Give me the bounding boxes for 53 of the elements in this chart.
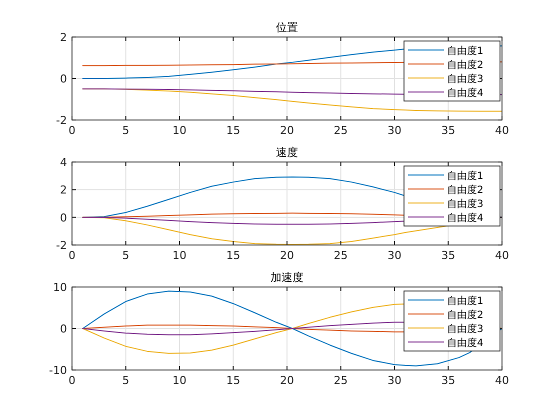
x-tick-label: 30 <box>388 249 402 262</box>
y-tick-label: -10 <box>49 364 67 377</box>
x-tick-label: 40 <box>495 124 509 137</box>
x-tick-label: 20 <box>280 374 294 387</box>
x-tick-label: 15 <box>226 249 240 262</box>
x-tick-label: 10 <box>172 374 186 387</box>
legend-label: 自由度3 <box>447 73 484 85</box>
y-tick-label: 0 <box>60 211 67 224</box>
line-series <box>82 290 502 366</box>
chart-title: 位置 <box>276 21 298 34</box>
x-tick-label: 5 <box>122 374 130 387</box>
x-tick-label: 20 <box>280 124 294 137</box>
legend-label: 自由度3 <box>447 198 484 210</box>
x-tick-label: 25 <box>334 124 348 137</box>
x-tick-label: 35 <box>441 249 456 262</box>
chart-title: 速度 <box>276 146 298 159</box>
y-tick-label: 10 <box>53 281 67 294</box>
legend-label: 自由度2 <box>447 59 484 71</box>
x-tick-label: 0 <box>68 249 76 262</box>
x-tick-label: 30 <box>388 124 402 137</box>
legend-label: 自由度2 <box>447 309 484 321</box>
x-tick-label: 30 <box>388 374 402 387</box>
x-tick-label: 40 <box>495 374 509 387</box>
x-tick-label: 25 <box>334 374 348 387</box>
legend-label: 自由度3 <box>447 323 484 335</box>
x-tick-label: 5 <box>122 249 130 262</box>
x-tick-label: 35 <box>441 124 456 137</box>
x-tick-label: 40 <box>495 249 509 262</box>
x-tick-label: 15 <box>226 374 240 387</box>
x-tick-label: 0 <box>68 374 76 387</box>
legend-label: 自由度2 <box>447 184 484 196</box>
y-tick-label: 2 <box>60 31 67 44</box>
x-tick-label: 5 <box>122 124 130 137</box>
y-tick-label: 2 <box>60 184 67 197</box>
x-tick-label: 35 <box>441 374 456 387</box>
x-tick-label: 25 <box>334 249 348 262</box>
legend-label: 自由度4 <box>447 212 484 224</box>
x-tick-label: 10 <box>172 249 186 262</box>
x-tick-label: 20 <box>280 249 294 262</box>
y-tick-label: -2 <box>56 114 67 127</box>
legend-label: 自由度1 <box>447 295 484 307</box>
y-tick-label: 0 <box>60 72 67 86</box>
y-tick-label: 0 <box>60 322 67 336</box>
legend-label: 自由度4 <box>447 87 484 99</box>
x-tick-label: 10 <box>172 124 186 137</box>
chart-title: 加速度 <box>270 271 304 284</box>
y-tick-label: 4 <box>60 156 67 169</box>
legend-label: 自由度1 <box>447 170 484 182</box>
y-tick-label: -2 <box>56 239 67 252</box>
legend-label: 自由度4 <box>447 337 484 349</box>
legend-label: 自由度1 <box>447 45 484 57</box>
x-tick-label: 15 <box>226 124 240 137</box>
x-tick-label: 0 <box>68 124 76 137</box>
